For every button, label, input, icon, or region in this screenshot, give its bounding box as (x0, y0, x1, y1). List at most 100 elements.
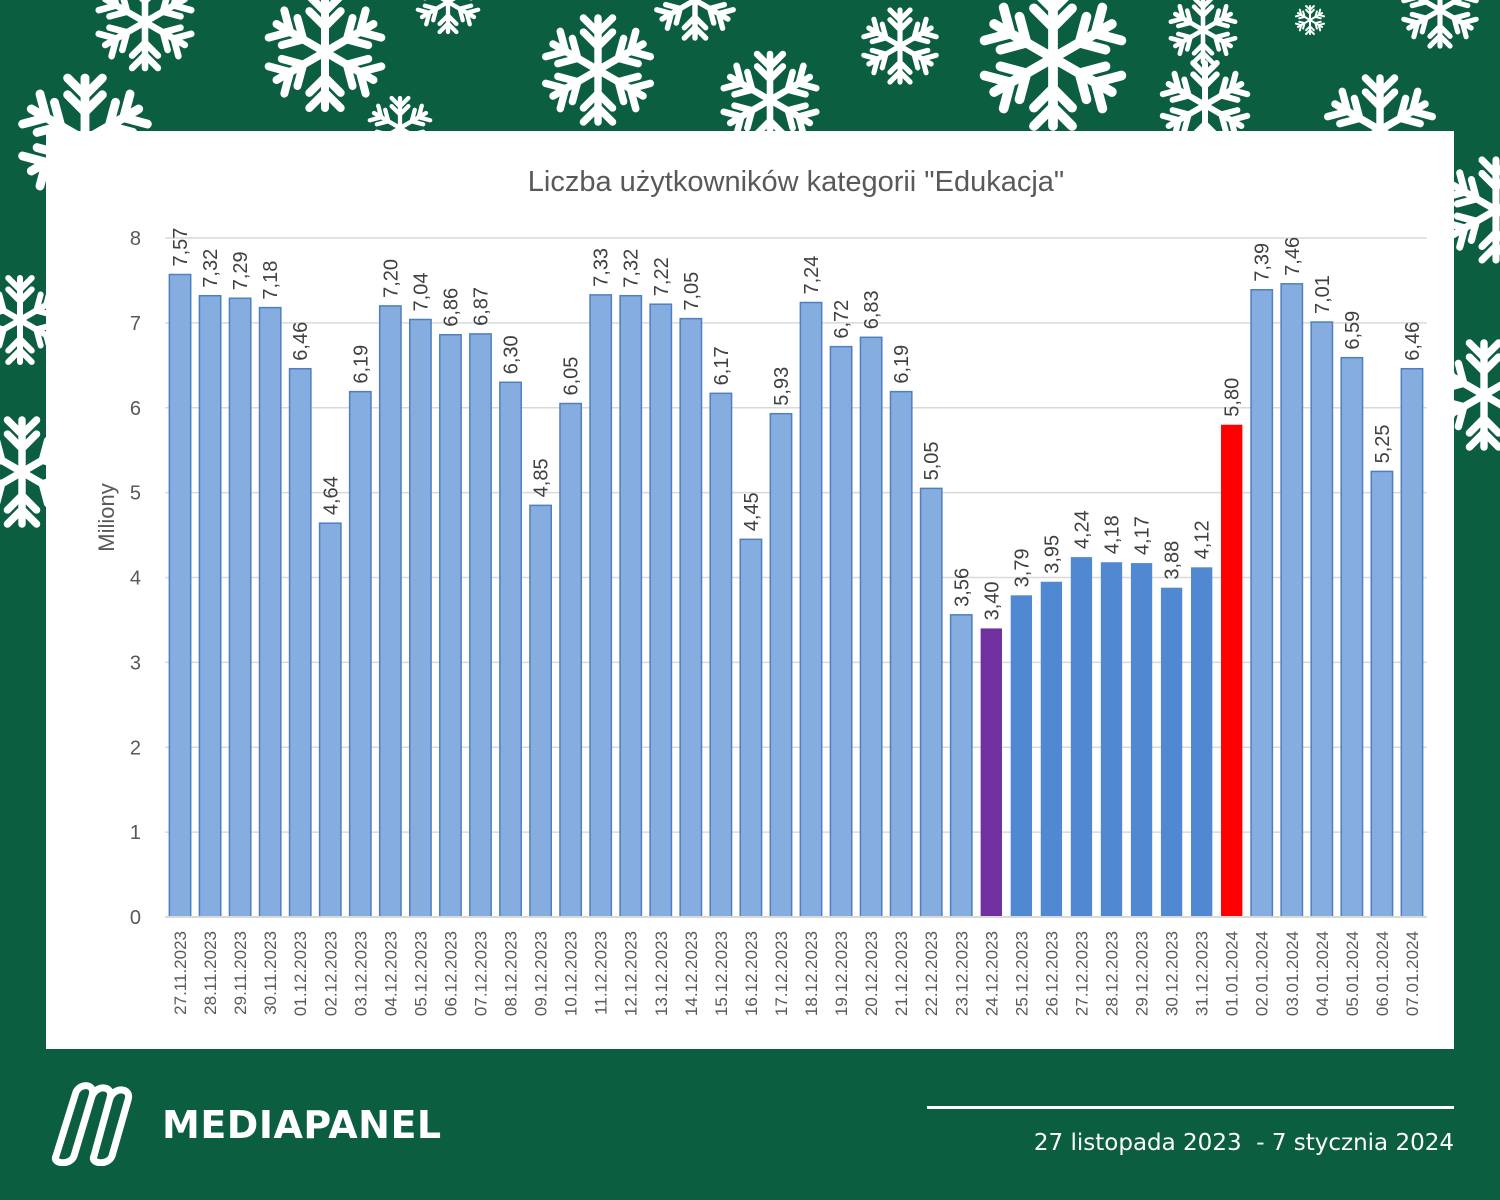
brand-name: MEDIAPANEL (162, 1103, 442, 1147)
bar-chart: Liczba użytkowników kategorii "Edukacja"… (94, 166, 1427, 1016)
bar (679, 317, 703, 918)
x-tick-label: 22.12.2023 (922, 931, 941, 1016)
y-tick-label: 1 (130, 822, 141, 844)
bar (1160, 587, 1183, 917)
bar (378, 305, 402, 918)
value-label: 7,57 (170, 228, 192, 267)
value-label: 6,72 (831, 300, 853, 339)
bar (1190, 567, 1213, 917)
value-label: 5,93 (771, 367, 793, 406)
y-tick-label: 5 (130, 483, 141, 505)
x-tick-label: 28.12.2023 (1103, 931, 1122, 1016)
bar (258, 306, 282, 918)
bar (829, 345, 853, 918)
bar (439, 334, 462, 918)
bar (1100, 562, 1123, 917)
y-tick-label: 4 (130, 568, 141, 590)
value-label: 7,18 (260, 261, 282, 300)
bar (168, 273, 192, 918)
bar (348, 390, 372, 918)
x-tick-label: 05.12.2023 (411, 931, 430, 1016)
mediapanel-logo-icon (51, 1082, 133, 1166)
x-tick-label: 02.12.2023 (321, 931, 340, 1016)
x-tick-label: 11.12.2023 (592, 931, 611, 1015)
bar (889, 390, 913, 918)
bar (649, 303, 673, 918)
x-tick-label: 27.11.2023 (171, 931, 190, 1015)
value-label: 7,04 (410, 273, 432, 312)
date-range: 27 listopada 2023 - 7 stycznia 2024 (1033, 1130, 1454, 1156)
bar (318, 522, 342, 918)
x-tick-label: 20.12.2023 (862, 931, 881, 1016)
bar (949, 614, 973, 918)
bar (559, 402, 583, 918)
value-label: 4,18 (1102, 515, 1124, 554)
x-tick-label: 06.01.2024 (1373, 931, 1392, 1016)
x-tick-label: 09.12.2023 (532, 931, 551, 1016)
x-tick-label: 16.12.2023 (742, 931, 761, 1016)
y-tick-label: 7 (130, 313, 141, 335)
x-tick-label: 01.01.2024 (1223, 931, 1242, 1016)
x-tick-label: 27.12.2023 (1072, 931, 1091, 1016)
value-label: 6,19 (891, 345, 913, 384)
bar (799, 301, 823, 918)
value-label: 6,17 (711, 346, 733, 385)
snowflake-icon (95, 0, 195, 72)
bar (499, 381, 522, 918)
bar (1221, 424, 1243, 917)
x-tick-label: 24.12.2023 (982, 931, 1001, 1016)
x-tick-label: 30.11.2023 (261, 931, 280, 1015)
bar (589, 294, 613, 918)
x-tick-label: 03.01.2024 (1283, 931, 1302, 1016)
value-label: 3,40 (981, 581, 1003, 620)
x-tick-label: 07.01.2024 (1403, 931, 1422, 1016)
value-label: 4,64 (320, 476, 342, 515)
y-tick-label: 2 (130, 737, 141, 759)
x-tick-label: 17.12.2023 (772, 931, 791, 1016)
bar (1310, 321, 1334, 918)
value-label: 7,01 (1312, 275, 1334, 314)
chart-title: Liczba użytkowników kategorii "Edukacja" (528, 166, 1064, 198)
value-label: 7,33 (591, 248, 613, 287)
value-label: 3,79 (1011, 548, 1033, 587)
bar (1040, 581, 1063, 917)
bar (739, 538, 763, 918)
snowflake-icon (415, 0, 481, 35)
x-tick-label: 14.12.2023 (682, 931, 701, 1016)
footer-divider (927, 1106, 1454, 1109)
y-tick-label: 6 (130, 398, 141, 420)
snowflake-icon (979, 0, 1127, 131)
bar (1250, 289, 1274, 918)
value-label: 6,46 (290, 322, 312, 361)
x-tick-label: 29.11.2023 (231, 931, 250, 1015)
value-label: 7,32 (621, 249, 643, 288)
value-label: 5,05 (921, 441, 943, 480)
y-tick-label: 3 (130, 652, 141, 674)
x-tick-label: 19.12.2023 (832, 931, 851, 1016)
x-tick-label: 26.12.2023 (1042, 931, 1061, 1016)
x-tick-label: 23.12.2023 (952, 931, 971, 1016)
value-label: 6,30 (501, 335, 523, 374)
bar (1010, 595, 1033, 917)
bar (619, 294, 643, 918)
value-label: 5,80 (1222, 378, 1244, 417)
x-tick-label: 04.12.2023 (381, 931, 400, 1016)
value-label: 6,19 (350, 345, 372, 384)
value-label: 6,05 (561, 357, 583, 396)
value-label: 7,29 (230, 251, 252, 290)
x-tick-label: 29.12.2023 (1133, 931, 1152, 1016)
value-label: 4,85 (531, 458, 553, 497)
x-tick-label: 02.01.2024 (1253, 931, 1272, 1016)
value-label: 7,32 (200, 249, 222, 288)
x-tick-label: 08.12.2023 (502, 931, 521, 1016)
value-label: 7,39 (1252, 243, 1274, 282)
value-label: 4,45 (741, 492, 763, 531)
bar (408, 318, 432, 918)
value-label: 6,83 (861, 290, 883, 329)
snowflake-icon (1168, 0, 1238, 65)
bar (228, 297, 252, 918)
value-label: 7,05 (681, 272, 703, 311)
x-tick-label: 28.11.2023 (201, 931, 220, 1015)
x-tick-label: 15.12.2023 (712, 931, 731, 1016)
